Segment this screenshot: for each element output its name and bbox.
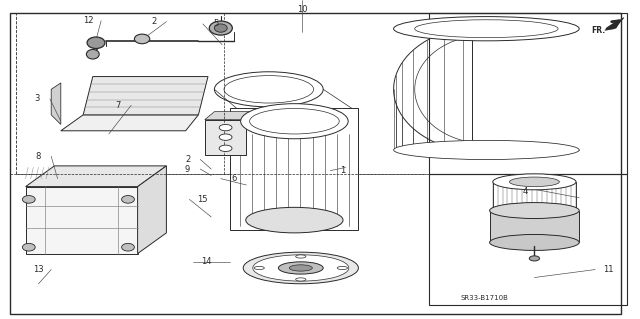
Text: 9: 9: [185, 165, 190, 174]
Ellipse shape: [493, 204, 576, 218]
Text: 2: 2: [151, 17, 156, 26]
Ellipse shape: [219, 124, 232, 131]
Text: 7: 7: [116, 101, 121, 110]
Bar: [429, 174, 627, 305]
Text: 10: 10: [297, 5, 307, 14]
Ellipse shape: [296, 278, 306, 281]
Text: 12: 12: [83, 16, 93, 25]
Text: 3: 3: [35, 94, 40, 103]
Bar: [490, 211, 579, 242]
Bar: [429, 13, 627, 174]
Polygon shape: [26, 187, 138, 254]
Polygon shape: [83, 77, 208, 115]
Text: 1: 1: [340, 166, 346, 175]
Ellipse shape: [337, 266, 348, 270]
Ellipse shape: [490, 203, 579, 219]
Ellipse shape: [219, 134, 232, 140]
Ellipse shape: [214, 72, 323, 107]
Polygon shape: [61, 115, 198, 131]
Ellipse shape: [254, 266, 264, 270]
Ellipse shape: [394, 17, 579, 41]
Ellipse shape: [219, 145, 232, 152]
Ellipse shape: [243, 252, 358, 284]
Ellipse shape: [246, 207, 343, 233]
Ellipse shape: [493, 174, 576, 190]
Text: 15: 15: [197, 195, 207, 204]
Ellipse shape: [289, 265, 312, 271]
Ellipse shape: [394, 140, 579, 160]
Ellipse shape: [122, 196, 134, 203]
Ellipse shape: [87, 37, 105, 48]
Text: 5: 5: [213, 19, 218, 28]
Bar: [230, 108, 358, 230]
Text: 2: 2: [185, 155, 190, 164]
Bar: [205, 120, 246, 155]
Text: FR.: FR.: [591, 26, 605, 35]
Text: 4: 4: [522, 187, 527, 196]
Bar: [493, 182, 576, 211]
Ellipse shape: [134, 34, 150, 44]
Ellipse shape: [209, 21, 232, 35]
Ellipse shape: [22, 196, 35, 203]
Ellipse shape: [529, 256, 540, 261]
Ellipse shape: [509, 177, 559, 187]
Text: 8: 8: [36, 152, 41, 161]
Text: SR33-B1710B: SR33-B1710B: [461, 295, 509, 301]
Text: 6: 6: [231, 174, 236, 183]
Ellipse shape: [214, 24, 227, 32]
Ellipse shape: [86, 49, 99, 59]
Ellipse shape: [490, 234, 579, 250]
Ellipse shape: [415, 20, 558, 38]
Ellipse shape: [122, 243, 134, 251]
Ellipse shape: [253, 255, 349, 281]
Text: 13: 13: [33, 265, 44, 274]
Ellipse shape: [278, 262, 323, 274]
Ellipse shape: [241, 104, 348, 139]
Ellipse shape: [22, 243, 35, 251]
Polygon shape: [605, 18, 624, 30]
Ellipse shape: [224, 76, 314, 103]
Polygon shape: [26, 166, 166, 187]
Text: 14: 14: [201, 257, 211, 266]
Text: 11: 11: [603, 265, 613, 274]
Ellipse shape: [296, 255, 306, 258]
Polygon shape: [138, 166, 166, 254]
Ellipse shape: [250, 108, 339, 134]
Polygon shape: [205, 112, 256, 120]
Polygon shape: [51, 83, 61, 124]
